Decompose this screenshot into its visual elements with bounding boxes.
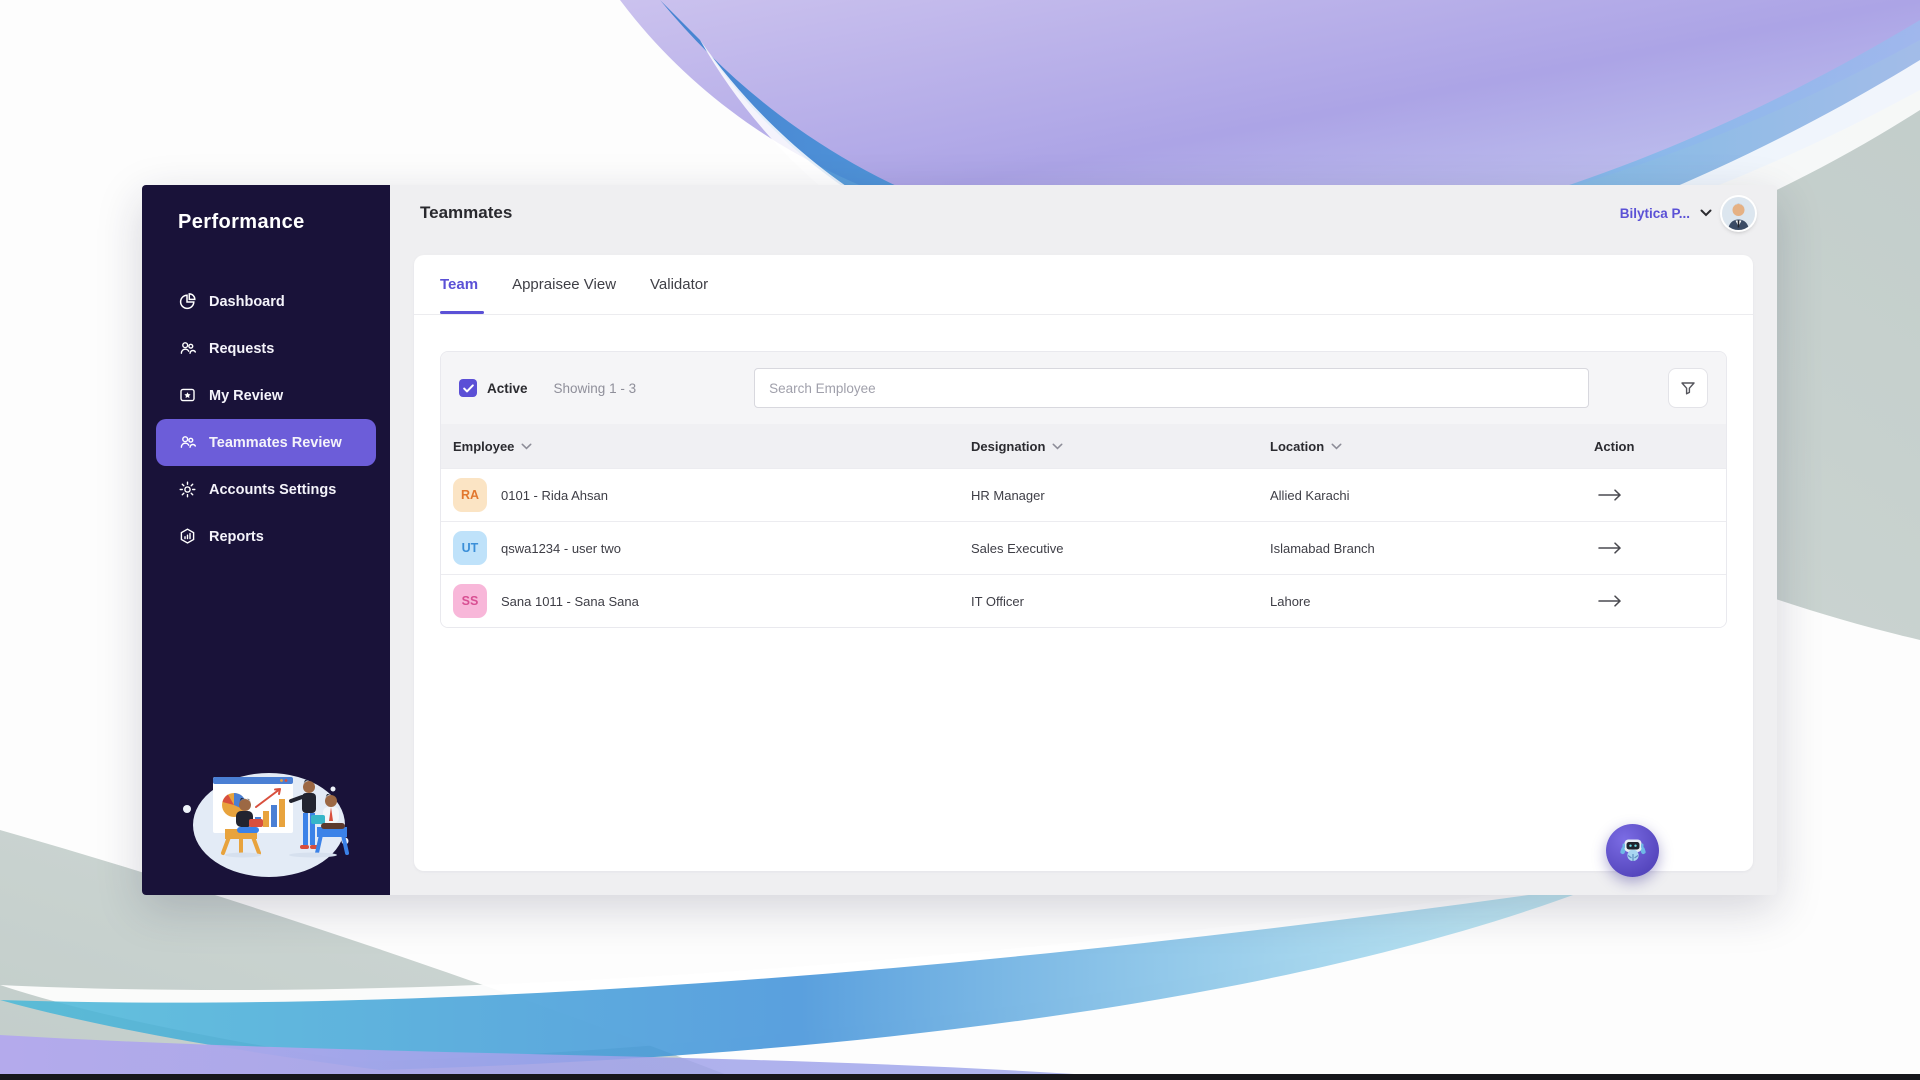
sidebar-item-label: Requests [209,340,275,357]
open-row-arrow-button[interactable] [1594,538,1726,558]
hexagon-bars-icon [178,527,197,546]
avatar[interactable] [1722,196,1755,230]
chatbot-button[interactable] [1606,824,1659,877]
tab-appraisee-view[interactable]: Appraisee View [512,276,617,293]
table-row[interactable]: SS Sana 1011 - Sana Sana IT Officer Laho… [441,574,1726,627]
funnel-icon [1681,382,1695,395]
chevron-down-icon[interactable] [1700,209,1712,217]
tab-bar: Team Appraisee View Validator [414,255,1753,315]
column-header-action: Action [1594,438,1635,454]
employee-location: Lahore [1270,593,1311,609]
column-header-employee[interactable]: Employee [453,439,971,454]
employee-avatar: RA [453,478,487,512]
filter-button[interactable] [1668,368,1708,408]
people-icon [178,339,197,358]
app-window: Performance Dashboard Requests [142,185,1777,895]
check-icon [462,383,474,392]
table-header: Employee Designation Location Action [441,424,1726,468]
employee-name: qswa1234 - user two [501,540,621,556]
badge-star-icon [178,386,197,405]
sidebar-nav: Dashboard Requests My Review [142,278,390,560]
sidebar-item-label: My Review [209,387,284,404]
sidebar-item-accounts-settings[interactable]: Accounts Settings [142,466,390,513]
gear-icon [178,480,197,499]
sidebar-item-teammates-review[interactable]: Teammates Review [156,419,376,466]
employee-avatar: SS [453,584,487,618]
people-icon [178,433,197,452]
open-row-arrow-button[interactable] [1594,591,1726,611]
sidebar-item-label: Dashboard [209,293,285,310]
pie-chart-icon [178,292,197,311]
content-card: Team Appraisee View Validator Active Sho… [414,255,1753,871]
sidebar-item-reports[interactable]: Reports [142,513,390,560]
tab-team[interactable]: Team [440,255,485,314]
arrow-right-icon [1598,489,1622,501]
sidebar-item-label: Teammates Review [209,434,342,451]
robot-icon [1619,839,1646,861]
employee-designation: Sales Executive [971,540,1064,556]
employee-designation: IT Officer [971,593,1024,609]
page-title: Teammates [420,203,513,222]
column-header-designation[interactable]: Designation [971,439,1270,454]
team-presentation-illustration [183,773,349,877]
user-menu[interactable]: Bilytica P... [1619,196,1755,230]
sidebar-item-dashboard[interactable]: Dashboard [142,278,390,325]
table-row[interactable]: RA 0101 - Rida Ahsan HR Manager Allied K… [441,468,1726,521]
column-header-location[interactable]: Location [1270,439,1594,454]
app-logo: Performance [178,211,305,233]
sidebar-item-label: Accounts Settings [209,481,337,498]
sidebar: Performance Dashboard Requests [142,185,390,895]
arrow-right-icon [1598,595,1622,607]
search-input[interactable] [754,368,1590,408]
showing-count: Showing 1 - 3 [553,380,637,396]
sidebar-item-my-review[interactable]: My Review [142,372,390,419]
sort-chevron-icon [521,443,532,450]
sidebar-item-label: Reports [209,528,264,545]
employee-location: Islamabad Branch [1270,540,1375,556]
employee-designation: HR Manager [971,487,1045,503]
sidebar-item-requests[interactable]: Requests [142,325,390,372]
filter-bar: Active Showing 1 - 3 [441,352,1726,424]
screen-bottom-bar [0,1074,1920,1080]
employee-name: 0101 - Rida Ahsan [501,487,608,503]
tab-validator[interactable]: Validator [650,276,709,293]
team-table-panel: Active Showing 1 - 3 Employee [440,351,1727,628]
sort-chevron-icon [1052,443,1063,450]
employee-location: Allied Karachi [1270,487,1350,503]
open-row-arrow-button[interactable] [1594,485,1726,505]
arrow-right-icon [1598,542,1622,554]
active-checkbox[interactable] [459,379,477,397]
employee-name: Sana 1011 - Sana Sana [501,593,639,609]
main-area: Teammates Bilytica P... Team [390,185,1777,895]
employee-avatar: UT [453,531,487,565]
table-row[interactable]: UT qswa1234 - user two Sales Executive I… [441,521,1726,574]
sort-chevron-icon [1331,443,1342,450]
active-checkbox-label: Active [487,380,528,396]
page-header: Teammates Bilytica P... [390,185,1777,241]
user-name[interactable]: Bilytica P... [1619,205,1690,221]
